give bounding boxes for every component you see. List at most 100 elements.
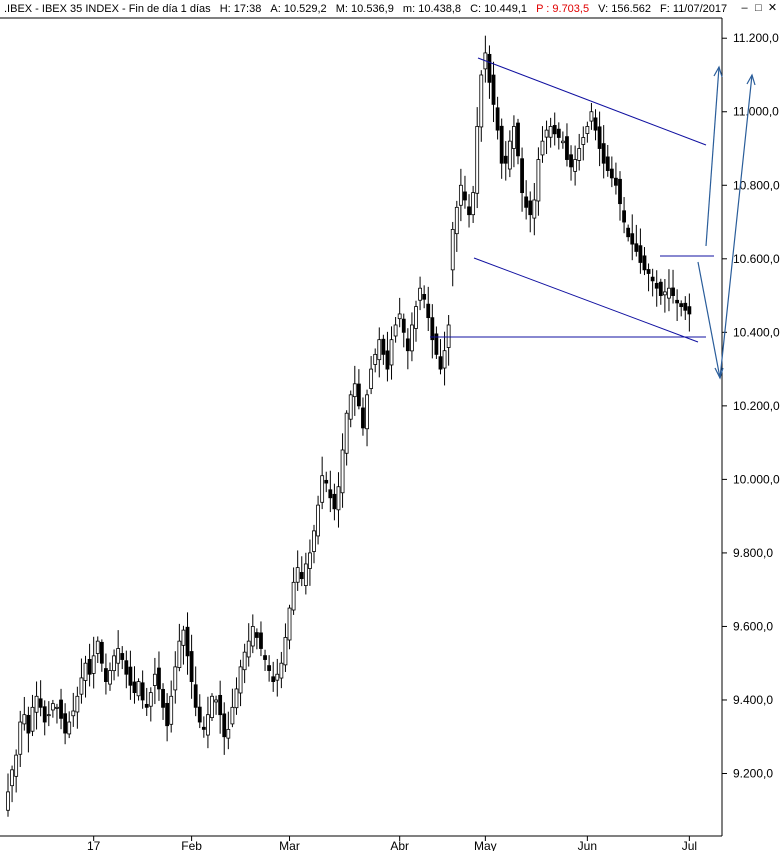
candle bbox=[210, 693, 214, 722]
candle bbox=[520, 147, 524, 212]
candle bbox=[544, 120, 549, 154]
x-tick-label: Feb bbox=[181, 839, 202, 851]
candle bbox=[393, 316, 398, 343]
candle-body-down bbox=[197, 706, 202, 723]
candle bbox=[259, 621, 263, 657]
candle bbox=[560, 131, 565, 149]
candle-body-up bbox=[148, 692, 153, 707]
candle bbox=[397, 297, 402, 328]
candle bbox=[671, 269, 675, 304]
candle-body-up bbox=[581, 137, 586, 145]
candle-body-up bbox=[279, 662, 284, 679]
candle bbox=[609, 156, 614, 188]
candle-body-down bbox=[185, 626, 190, 657]
candle bbox=[528, 191, 533, 233]
candle bbox=[59, 688, 63, 730]
candle bbox=[271, 661, 276, 692]
restore-button[interactable]: □ bbox=[755, 2, 762, 14]
projection-arrow-up bbox=[705, 66, 720, 247]
candle-body-down bbox=[565, 136, 569, 160]
candle bbox=[140, 670, 145, 709]
x-tick-label: 17 bbox=[87, 839, 101, 851]
candle-body-down bbox=[634, 243, 639, 252]
candle-body-down bbox=[430, 317, 435, 341]
candle-body-up bbox=[214, 699, 218, 703]
candle-body-down bbox=[63, 713, 68, 734]
candle bbox=[565, 123, 569, 167]
candle-body-down bbox=[218, 694, 223, 716]
candle bbox=[662, 279, 667, 313]
candle bbox=[438, 339, 443, 375]
candle bbox=[173, 651, 178, 704]
candle bbox=[332, 483, 337, 521]
candle bbox=[206, 696, 210, 749]
candle bbox=[165, 693, 170, 742]
candle-body-down bbox=[671, 287, 675, 296]
candle-body-down bbox=[332, 493, 337, 510]
candle-body-up bbox=[91, 655, 96, 674]
candle bbox=[540, 126, 545, 163]
candle-body-down bbox=[593, 117, 598, 131]
candle bbox=[254, 628, 259, 650]
candle-body-up bbox=[79, 677, 84, 695]
candle-body-up bbox=[75, 695, 80, 713]
candle bbox=[491, 61, 496, 123]
candle-body-down bbox=[124, 660, 129, 675]
candle bbox=[475, 107, 480, 209]
candle-body-up bbox=[589, 111, 594, 122]
candle-body-down bbox=[642, 255, 647, 271]
candle-body-down bbox=[491, 74, 496, 105]
candle-body-down bbox=[422, 294, 427, 300]
candle-body-down bbox=[426, 303, 431, 319]
candle bbox=[654, 270, 659, 307]
candle bbox=[242, 643, 247, 684]
candle bbox=[389, 326, 394, 380]
candle bbox=[622, 197, 626, 234]
field-hour: H: 17:38 bbox=[219, 3, 262, 15]
candle bbox=[320, 456, 325, 510]
candle-body-up bbox=[544, 129, 549, 138]
candle bbox=[585, 121, 590, 143]
candle bbox=[634, 224, 639, 257]
candle bbox=[185, 612, 190, 675]
candle bbox=[430, 304, 435, 359]
y-tick-label: 9.600,0 bbox=[733, 619, 773, 633]
candle bbox=[336, 472, 341, 528]
candle-body-down bbox=[495, 107, 500, 131]
candle-body-up bbox=[573, 159, 578, 172]
candle-body-up bbox=[532, 199, 537, 219]
y-tick-label: 11.000,0 bbox=[733, 105, 779, 119]
close-button[interactable]: ✕ bbox=[767, 2, 778, 14]
candle-body-down bbox=[516, 122, 520, 157]
candle bbox=[197, 694, 202, 729]
candle bbox=[450, 221, 455, 287]
candle bbox=[516, 118, 520, 165]
candle-body-up bbox=[210, 695, 214, 718]
candle-body-down bbox=[132, 681, 137, 694]
candle-body-up bbox=[283, 637, 288, 666]
candle-body-down bbox=[385, 350, 390, 370]
candle-body-up bbox=[291, 581, 296, 611]
candle bbox=[177, 623, 182, 672]
candle-body-down bbox=[658, 281, 663, 296]
candle-body-up bbox=[30, 706, 35, 732]
candle bbox=[226, 711, 231, 750]
candle-body-down bbox=[193, 684, 198, 708]
minimize-button[interactable]: – bbox=[741, 2, 748, 14]
y-tick-label: 11.200,0 bbox=[733, 31, 779, 45]
candle bbox=[434, 326, 439, 359]
candle-body-down bbox=[638, 245, 643, 263]
candle bbox=[95, 636, 100, 663]
candle-body-up bbox=[303, 563, 308, 586]
field-volume: V: 156.562 bbox=[598, 3, 651, 15]
candle bbox=[22, 696, 27, 731]
candle bbox=[487, 45, 492, 99]
candle-body-up bbox=[234, 688, 239, 709]
candle-body-down bbox=[324, 479, 329, 484]
candle-body-up bbox=[316, 504, 320, 537]
candle-body-up bbox=[275, 673, 280, 681]
candle bbox=[291, 567, 296, 615]
candle bbox=[287, 604, 292, 650]
candle-body-up bbox=[116, 648, 121, 664]
